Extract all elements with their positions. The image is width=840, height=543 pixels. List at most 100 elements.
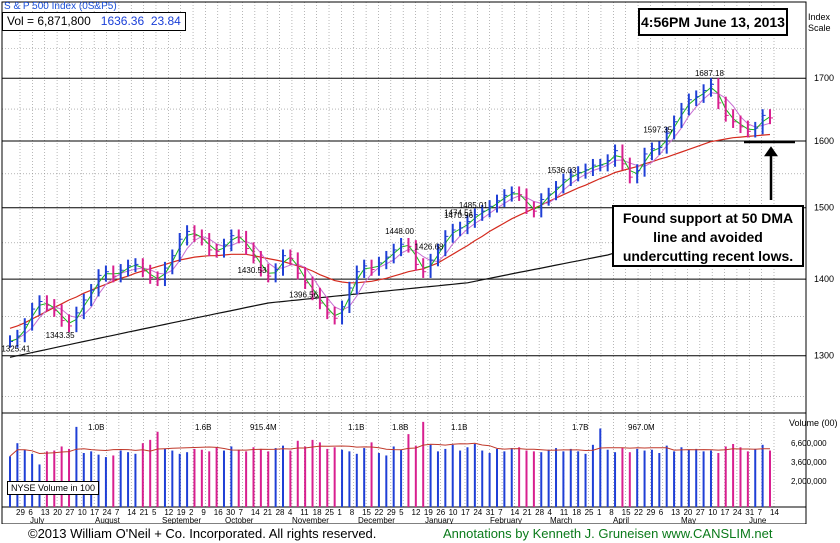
- x-day-label: 30: [226, 508, 235, 517]
- price-change: 23.84: [150, 14, 181, 28]
- x-day-label: 2: [189, 508, 194, 517]
- annotation-credit: Annotations by Kenneth J. Gruneisen www.…: [443, 526, 773, 541]
- price-callout: 1474.51: [444, 208, 473, 217]
- x-day-label: 7: [115, 508, 120, 517]
- x-month-label: June: [749, 516, 767, 525]
- x-day-label: 26: [436, 508, 445, 517]
- index-scale-word-1: Index: [808, 12, 831, 22]
- y-tick-label: 1700: [814, 73, 834, 83]
- x-day-label: 20: [53, 508, 62, 517]
- price-callout: 1536.03: [547, 166, 576, 175]
- x-day-label: 11: [560, 508, 569, 517]
- x-day-label: 29: [387, 508, 396, 517]
- x-axis-ticks: 29 6 13 20 27 10 17 24 7 14 21 5 12 19 2 9 16 30 7 14 21 28 4 1…: [16, 508, 779, 525]
- x-day-label: 16: [214, 508, 223, 517]
- x-month-label: November: [292, 516, 329, 525]
- x-month-label: January: [425, 516, 453, 525]
- x-day-label: 13: [671, 508, 680, 517]
- x-day-label: 19: [177, 508, 186, 517]
- x-day-label: 8: [609, 508, 614, 517]
- x-day-label: 15: [362, 508, 371, 517]
- x-month-label: April: [613, 516, 629, 525]
- x-day-label: 24: [733, 508, 742, 517]
- quote-box: Vol = 6,871,800 1636.36 23.84: [2, 12, 186, 31]
- support-marker: [744, 141, 795, 200]
- x-day-label: 29: [16, 508, 25, 517]
- x-day-label: 24: [103, 508, 112, 517]
- annotation-line-2: line and avoided: [653, 229, 763, 245]
- annotation-note: Found support at 50 DMA line and avoided u…: [612, 205, 804, 267]
- volume-peak-label: 915.4M: [250, 423, 277, 432]
- x-day-label: 12: [164, 508, 173, 517]
- x-day-label: 15: [622, 508, 631, 517]
- x-day-label: 5: [399, 508, 404, 517]
- price-callout: 1325.41: [1, 345, 30, 354]
- x-month-label: September: [162, 516, 201, 525]
- index-scale-label: Index Scale: [808, 12, 831, 34]
- x-month-label: July: [30, 516, 44, 525]
- price-callout: 1430.53: [237, 266, 266, 275]
- price-callout: 1448.00: [385, 227, 414, 236]
- price-callout: 1396.56: [289, 291, 318, 300]
- x-month-label: February: [490, 516, 522, 525]
- y-axis-ticks: 1300 1400 1500 1600 1700 6,600,000 3,600,000 2,…: [791, 73, 834, 486]
- support-arrow-head: [764, 146, 778, 157]
- x-day-label: 14: [251, 508, 260, 517]
- x-day-label: 1: [337, 508, 342, 517]
- x-day-label: 14: [127, 508, 136, 517]
- index-name: S & P 500 Index: [4, 1, 77, 12]
- index-scale-word-2: Scale: [808, 23, 831, 33]
- volume-peak-label: 967.0M: [628, 423, 655, 432]
- x-day-label: 25: [325, 508, 334, 517]
- x-day-label: 11: [300, 508, 309, 517]
- x-day-label: 19: [424, 508, 433, 517]
- x-day-label: 14: [770, 508, 779, 517]
- x-day-label: 27: [696, 508, 705, 517]
- x-day-label: 18: [313, 508, 322, 517]
- volume-tick-label: 3,600,000: [791, 458, 827, 467]
- x-day-label: 24: [473, 508, 482, 517]
- volume-average-line: [9, 442, 771, 457]
- volume-peak-label: 1.6B: [195, 423, 211, 432]
- y-tick-label: 1400: [814, 274, 834, 284]
- x-day-label: 22: [634, 508, 643, 517]
- ma10-line: [9, 86, 771, 342]
- x-month-label: October: [225, 516, 254, 525]
- volume-bars: 1.0B 1.6B 915.4M 1.1B 1.8B 1.1B 1.7B 967.0M: [9, 421, 771, 507]
- price-callout: 1687.18: [695, 69, 724, 78]
- volume-peak-label: 1.7B: [572, 423, 588, 432]
- volume-peak-label: 1.0B: [88, 423, 104, 432]
- x-day-label: 7: [498, 508, 503, 517]
- x-day-label: 31: [486, 508, 495, 517]
- volume-peak-label: 1.1B: [451, 423, 467, 432]
- x-day-label: 6: [659, 508, 664, 517]
- volume-tick-label: 2,000,000: [791, 477, 827, 486]
- x-day-label: 7: [238, 508, 243, 517]
- x-day-label: 8: [350, 508, 355, 517]
- timestamp-box: 4:56PM June 13, 2013: [638, 8, 788, 36]
- x-day-label: 17: [90, 508, 99, 517]
- x-month-label: August: [95, 516, 121, 525]
- volume-panel-label: NYSE Volume in 100: [7, 481, 100, 495]
- price-callouts: 1325.41 1426.68 1396.56 1474.51 1430.53 1470.…: [1, 69, 724, 354]
- copyright-text: ©2013 William O'Neil + Co. Incorporated.…: [28, 526, 377, 541]
- x-day-label: 21: [140, 508, 149, 517]
- annotation-line-1: Found support at 50 DMA: [622, 210, 794, 226]
- x-day-label: 17: [461, 508, 470, 517]
- annotation-line-3: undercutting recent lows.: [622, 248, 794, 264]
- x-day-label: 7: [758, 508, 763, 517]
- x-month-label: March: [550, 516, 572, 525]
- volume-peak-label: 1.8B: [392, 423, 408, 432]
- x-day-label: 22: [374, 508, 383, 517]
- volume-peak-label: 1.1B: [348, 423, 364, 432]
- x-day-label: 31: [745, 508, 754, 517]
- y-tick-label: 1300: [814, 351, 834, 361]
- x-day-label: 28: [276, 508, 285, 517]
- x-day-label: 1: [597, 508, 602, 517]
- x-day-label: 28: [535, 508, 544, 517]
- x-day-label: 5: [152, 508, 157, 517]
- x-day-label: 13: [41, 508, 50, 517]
- x-day-label: 4: [548, 508, 553, 517]
- x-day-label: 25: [585, 508, 594, 517]
- volume-unit-label: Volume (00): [789, 418, 838, 428]
